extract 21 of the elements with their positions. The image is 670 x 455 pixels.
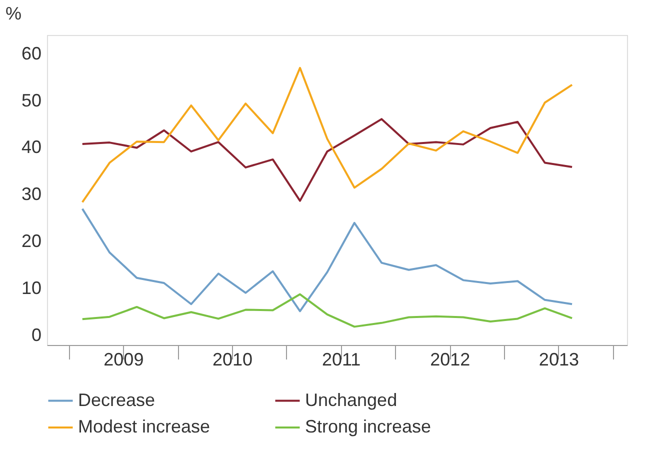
x-tick-label: 2010 <box>212 350 253 370</box>
y-tick-label: 10 <box>21 278 42 298</box>
line-series <box>81 208 574 312</box>
legend-label: Modest increase <box>78 416 210 436</box>
x-tick-label: 2009 <box>104 350 144 370</box>
x-tick-label: 2013 <box>538 350 579 370</box>
line-series <box>81 118 574 202</box>
legend-label: Decrease <box>78 390 156 410</box>
line-series <box>81 293 574 328</box>
y-tick-label: 20 <box>21 231 42 252</box>
y-axis-title: % <box>6 4 22 24</box>
y-tick-label: 30 <box>21 184 42 204</box>
y-tick-label: 40 <box>21 137 42 158</box>
y-tick-label: 0 <box>31 325 42 346</box>
x-tick-label: 2012 <box>430 350 470 370</box>
line-series <box>81 66 574 204</box>
y-tick-label: 60 <box>21 43 42 64</box>
x-tick-label: 2011 <box>322 350 361 370</box>
legend-label: Strong increase <box>305 416 432 436</box>
legend-label: Unchanged <box>305 390 398 410</box>
y-tick-label: 50 <box>21 90 42 110</box>
